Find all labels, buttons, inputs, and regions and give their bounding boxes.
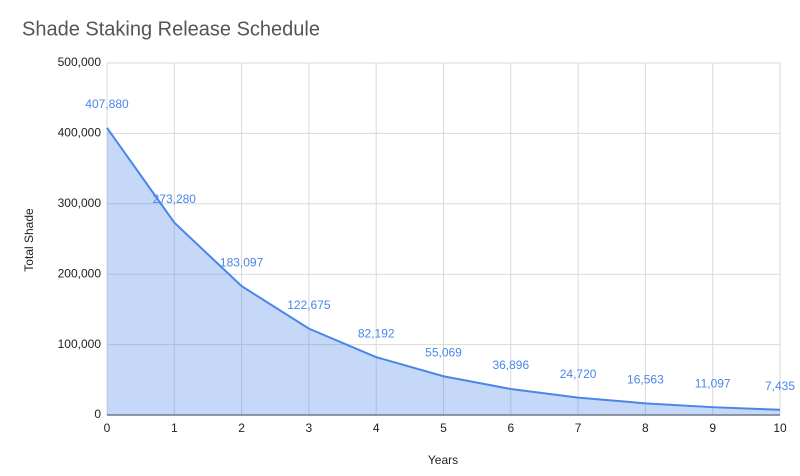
data-label: 122,675 — [287, 298, 331, 312]
x-tick-label: 2 — [238, 421, 245, 435]
x-tick-label: 8 — [642, 421, 649, 435]
y-tick-label: 500,000 — [58, 55, 102, 69]
x-tick-label: 0 — [104, 421, 111, 435]
data-label: 407,880 — [85, 97, 129, 111]
data-label: 7,435 — [765, 379, 795, 393]
data-label: 16,563 — [627, 373, 664, 387]
area — [107, 127, 780, 415]
x-tick-label: 6 — [507, 421, 514, 435]
data-label: 82,192 — [358, 326, 395, 340]
data-label: 36,896 — [492, 358, 529, 372]
data-label: 183,097 — [220, 255, 264, 269]
y-tick-label: 0 — [94, 407, 101, 421]
x-tick-label: 3 — [306, 421, 313, 435]
x-tick-label: 9 — [709, 421, 716, 435]
x-axis-label: Years — [428, 453, 458, 467]
x-tick-label: 5 — [440, 421, 447, 435]
x-tick-label: 7 — [575, 421, 582, 435]
y-tick-label: 300,000 — [58, 196, 102, 210]
data-label: 24,720 — [560, 367, 597, 381]
x-tick-label: 4 — [373, 421, 380, 435]
data-label: 11,097 — [695, 376, 731, 390]
y-tick-label: 400,000 — [58, 126, 102, 140]
x-tick-label: 1 — [171, 421, 178, 435]
x-tick-label: 10 — [773, 421, 787, 435]
y-tick-label: 100,000 — [58, 337, 102, 351]
line — [106, 127, 781, 411]
y-tick-label: 200,000 — [58, 266, 102, 280]
data-label: 273,280 — [153, 192, 197, 206]
data-label: 55,069 — [425, 345, 462, 359]
chart-title: Shade Staking Release Schedule — [22, 18, 320, 40]
y-axis-label: Total Shade — [22, 208, 36, 272]
